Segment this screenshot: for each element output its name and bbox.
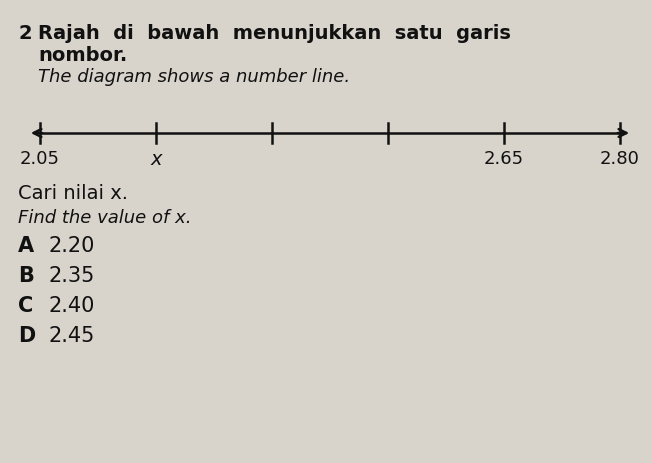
Text: nombor.: nombor. (38, 46, 127, 65)
Text: 2: 2 (18, 24, 32, 43)
Text: A: A (18, 236, 34, 256)
Text: Rajah  di  bawah  menunjukkan  satu  garis: Rajah di bawah menunjukkan satu garis (38, 24, 511, 43)
Text: 2.05: 2.05 (20, 150, 60, 168)
Text: B: B (18, 265, 34, 285)
Text: x: x (150, 150, 162, 169)
Text: C: C (18, 295, 33, 315)
Text: 2.20: 2.20 (48, 236, 95, 256)
Text: D: D (18, 325, 35, 345)
Text: 2.45: 2.45 (48, 325, 95, 345)
Text: 2.80: 2.80 (600, 150, 640, 168)
Text: The diagram shows a number line.: The diagram shows a number line. (38, 68, 350, 86)
Text: 2.35: 2.35 (48, 265, 95, 285)
Text: 2.40: 2.40 (48, 295, 95, 315)
Text: Cari nilai x.: Cari nilai x. (18, 184, 128, 203)
Text: 2.65: 2.65 (484, 150, 524, 168)
Text: Find the value of x.: Find the value of x. (18, 208, 192, 226)
